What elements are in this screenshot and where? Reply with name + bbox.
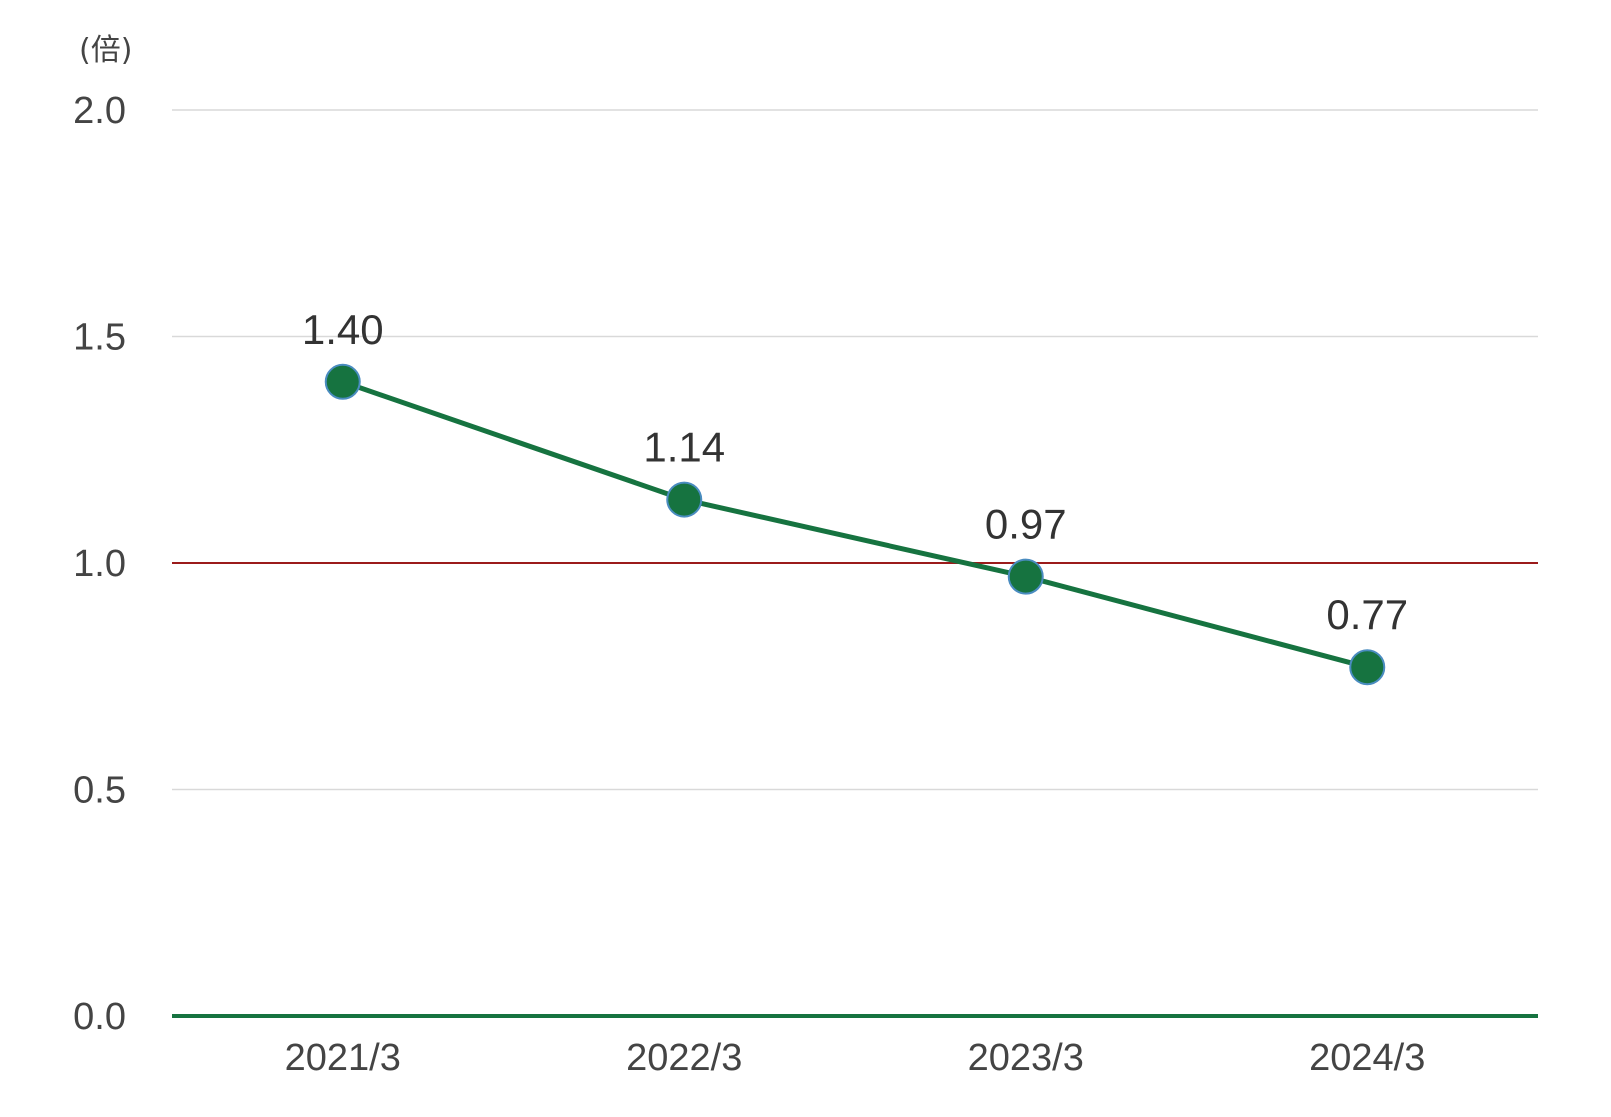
y-tick-label: 1.5 xyxy=(73,317,126,359)
data-label: 1.40 xyxy=(302,306,384,353)
series-line xyxy=(341,379,1368,670)
y-tick-label: 0.0 xyxy=(73,996,126,1038)
series-line-layer xyxy=(341,379,1368,670)
data-labels: 1.40 1.14 0.97 0.77 xyxy=(302,306,1408,638)
y-tick-label: 0.5 xyxy=(73,770,126,812)
series-markers xyxy=(324,363,1386,686)
axes: 0.0 0.5 1.0 1.5 2.0 2021/3 2022/3 2023/3 2024/3 xyxy=(73,90,1538,1079)
data-point-marker xyxy=(324,363,361,400)
x-tick-label: 2023/3 xyxy=(968,1037,1084,1079)
gridlines xyxy=(172,109,1538,791)
y-axis-unit-label: (倍) xyxy=(79,33,132,68)
y-tick-label: 1.0 xyxy=(73,543,126,585)
data-label: 0.97 xyxy=(985,501,1067,548)
data-label: 0.77 xyxy=(1326,591,1408,638)
x-tick-label: 2024/3 xyxy=(1309,1037,1425,1079)
data-point-marker xyxy=(1349,649,1386,686)
data-label: 1.14 xyxy=(643,424,725,471)
x-tick-label: 2022/3 xyxy=(626,1037,742,1079)
x-tick-label: 2021/3 xyxy=(285,1037,401,1079)
data-point-marker xyxy=(1007,558,1044,595)
data-point-marker xyxy=(666,481,703,518)
y-tick-label: 2.0 xyxy=(73,90,126,132)
